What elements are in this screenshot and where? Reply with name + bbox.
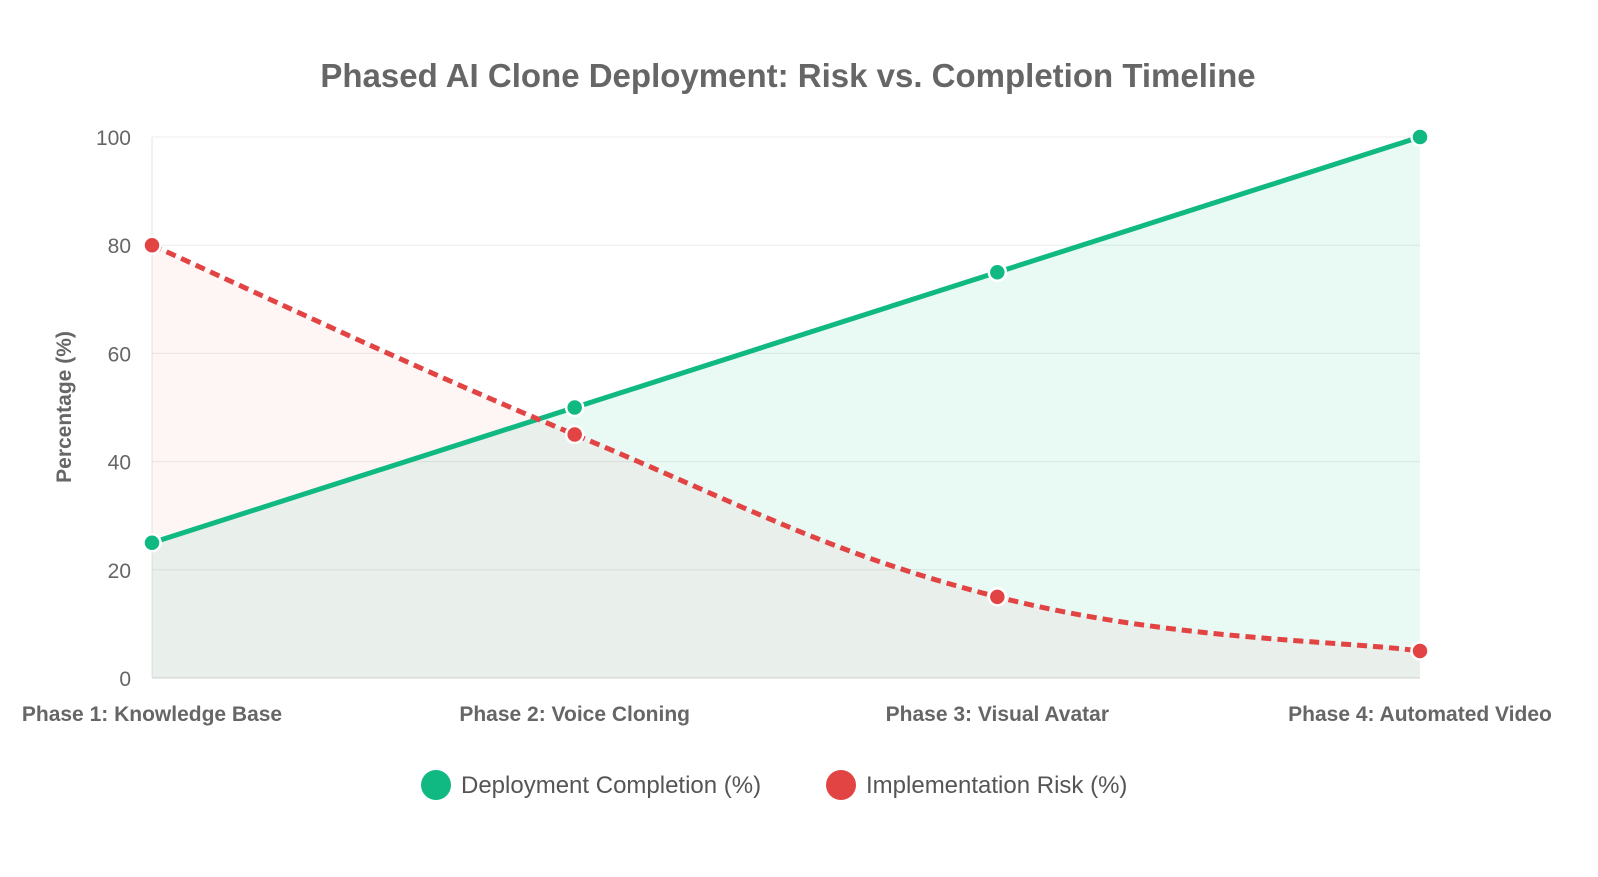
x-tick-label: Phase 3: Visual Avatar (886, 703, 1109, 726)
y-axis-title: Percentage (%) (53, 331, 76, 483)
series-line-completion (151, 134, 1421, 546)
data-point-risk[interactable] (564, 424, 585, 445)
legend-marker-risk (826, 770, 856, 800)
legend-label-completion: Deployment Completion (%) (461, 772, 761, 799)
data-points (142, 127, 1430, 661)
x-tick-label: Phase 4: Automated Video (1288, 703, 1552, 726)
area-fill-risk (152, 245, 1420, 678)
data-point-completion[interactable] (1410, 127, 1430, 147)
x-axis-ticks: Phase 1: Knowledge Base Phase 2: Voice Cl… (22, 703, 1552, 726)
y-tick-label: 80 (108, 235, 131, 258)
area-fill-completion (152, 137, 1420, 678)
data-point-completion[interactable] (987, 262, 1008, 282)
legend-marker-completion (421, 770, 451, 800)
y-axis-ticks: 0 20 40 60 80 100 (96, 127, 131, 691)
data-point-completion[interactable] (142, 533, 162, 553)
y-tick-label: 40 (108, 452, 131, 475)
series-line-risk (150, 242, 1421, 654)
chart-title: Phased AI Clone Deployment: Risk vs. Com… (320, 57, 1255, 94)
grid-lines (151, 136, 1420, 679)
data-point-risk[interactable] (142, 235, 162, 255)
y-tick-label: 60 (108, 343, 131, 366)
legend: Deployment Completion (%) Implementation… (421, 770, 1127, 800)
x-tick-label: Phase 2: Voice Cloning (459, 703, 690, 726)
y-tick-label: 0 (119, 668, 131, 691)
legend-label-risk: Implementation Risk (%) (866, 772, 1127, 799)
y-tick-label: 20 (108, 560, 131, 583)
legend-item-completion[interactable]: Deployment Completion (%) (421, 770, 761, 800)
data-point-risk[interactable] (987, 587, 1008, 607)
y-tick-label: 100 (96, 127, 131, 150)
x-tick-label: Phase 1: Knowledge Base (22, 703, 282, 726)
series-lines (150, 134, 1421, 654)
data-point-risk[interactable] (1410, 641, 1430, 661)
legend-item-risk[interactable]: Implementation Risk (%) (826, 770, 1127, 800)
data-point-completion[interactable] (564, 397, 585, 418)
series-areas (152, 137, 1420, 678)
